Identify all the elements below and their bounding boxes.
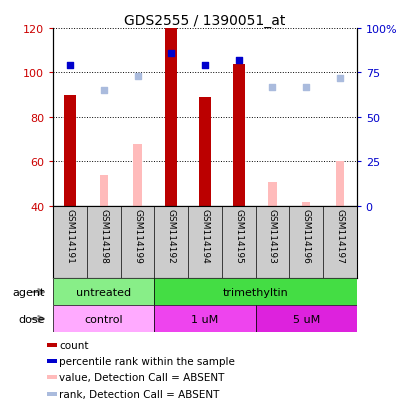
Point xyxy=(100,88,107,95)
Text: GSM114194: GSM114194 xyxy=(200,209,209,263)
Point xyxy=(168,50,174,57)
Bar xyxy=(47,375,57,380)
Point xyxy=(134,74,141,80)
Text: GSM114198: GSM114198 xyxy=(99,209,108,263)
Text: GSM114199: GSM114199 xyxy=(133,209,142,263)
Bar xyxy=(47,392,57,396)
Bar xyxy=(165,29,177,206)
Bar xyxy=(99,176,108,206)
Text: rank, Detection Call = ABSENT: rank, Detection Call = ABSENT xyxy=(59,389,219,399)
Bar xyxy=(53,279,154,306)
Bar xyxy=(47,359,57,363)
Text: trimethyltin: trimethyltin xyxy=(222,287,288,297)
Point xyxy=(201,63,208,69)
Text: GSM114193: GSM114193 xyxy=(267,209,276,263)
Point xyxy=(67,63,73,69)
Text: GSM114196: GSM114196 xyxy=(301,209,310,263)
Bar xyxy=(53,306,154,332)
Point xyxy=(302,84,309,91)
Text: GSM114192: GSM114192 xyxy=(166,209,175,263)
Bar xyxy=(267,182,276,206)
Bar xyxy=(301,202,310,206)
Text: control: control xyxy=(84,314,123,324)
Text: GSM114195: GSM114195 xyxy=(234,209,243,263)
Text: GSM114191: GSM114191 xyxy=(65,209,74,263)
Text: GSM114197: GSM114197 xyxy=(335,209,344,263)
Bar xyxy=(47,343,57,347)
Bar xyxy=(133,145,142,206)
Bar xyxy=(154,279,356,306)
Text: 1 uM: 1 uM xyxy=(191,314,218,324)
Text: value, Detection Call = ABSENT: value, Detection Call = ABSENT xyxy=(59,373,224,382)
Text: untreated: untreated xyxy=(76,287,131,297)
Point xyxy=(268,84,275,91)
Point xyxy=(235,57,241,64)
Title: GDS2555 / 1390051_at: GDS2555 / 1390051_at xyxy=(124,14,285,28)
Bar xyxy=(232,64,244,206)
Text: percentile rank within the sample: percentile rank within the sample xyxy=(59,356,234,366)
Bar xyxy=(154,306,255,332)
Bar xyxy=(64,95,76,206)
Text: count: count xyxy=(59,340,88,350)
Bar xyxy=(255,306,356,332)
Text: dose: dose xyxy=(18,314,45,324)
Point xyxy=(336,75,342,82)
Bar xyxy=(199,98,210,206)
Text: 5 uM: 5 uM xyxy=(292,314,319,324)
Bar xyxy=(335,162,343,206)
Text: agent: agent xyxy=(13,287,45,297)
